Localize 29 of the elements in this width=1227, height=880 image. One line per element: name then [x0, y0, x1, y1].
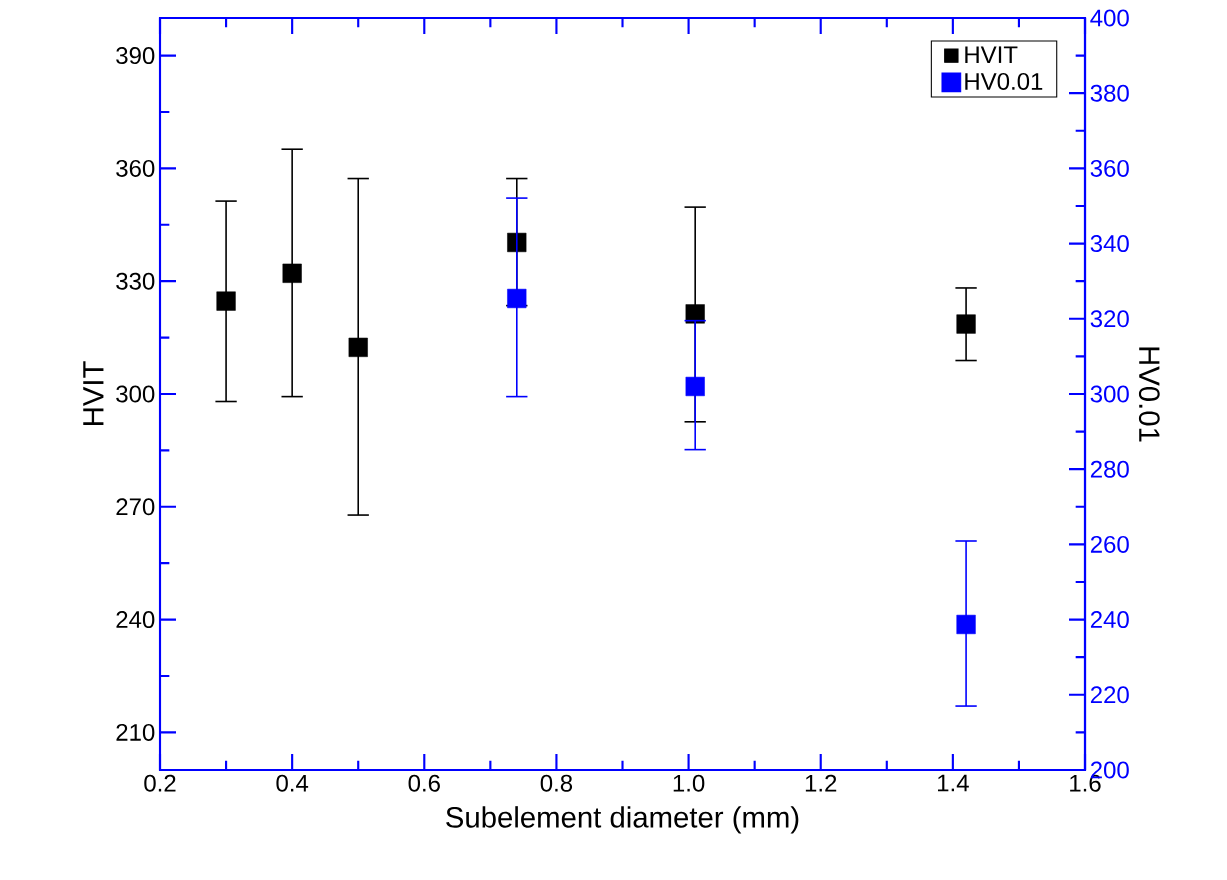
- x-tick-label: 0.8: [540, 774, 573, 792]
- y-tick-label: 300: [116, 385, 155, 403]
- x-axis-title: Subelement diameter (mm): [446, 806, 799, 834]
- y2-tick-label: 380: [1090, 84, 1129, 102]
- y2-tick-label: 300: [1090, 385, 1129, 403]
- x-tick-label: 0.2: [144, 774, 176, 792]
- x-tick-label: 1.4: [938, 774, 969, 792]
- y-axis-title: HVIT: [83, 361, 104, 425]
- y-tick-label: 240: [116, 611, 155, 629]
- legend-label: HV0.01: [965, 72, 1043, 90]
- y2-tick-label: 260: [1090, 535, 1129, 553]
- y2-tick-label: 360: [1090, 159, 1129, 177]
- y2-axis-title: HV0.01: [1138, 347, 1160, 442]
- legend-label: HVIT: [965, 46, 1018, 63]
- y2-tick-label: 320: [1090, 310, 1129, 328]
- x-tick-label: 0.6: [408, 774, 440, 792]
- y-tick-label: 210: [116, 723, 155, 741]
- x-tick-label: 1.0: [673, 774, 705, 792]
- y2-tick-label: 280: [1090, 460, 1129, 478]
- y2-tick-label: 340: [1090, 235, 1129, 253]
- y2-tick-label: 240: [1090, 611, 1129, 629]
- x-tick-label: 0.4: [276, 774, 309, 792]
- y2-tick-label: 220: [1090, 686, 1129, 704]
- y2-tick-label: 400: [1090, 9, 1129, 27]
- x-tick-label: 1.2: [805, 774, 837, 792]
- y-tick-label: 390: [116, 47, 155, 65]
- y-tick-label: 330: [116, 272, 155, 290]
- y-tick-label: 360: [116, 159, 155, 177]
- y-tick-label: 270: [116, 498, 155, 516]
